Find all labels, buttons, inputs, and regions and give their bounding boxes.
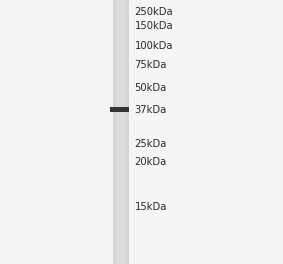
Text: 25kDa: 25kDa (134, 139, 167, 149)
Text: 150kDa: 150kDa (134, 21, 173, 31)
Text: 250kDa: 250kDa (134, 7, 173, 17)
Text: 20kDa: 20kDa (134, 157, 167, 167)
Bar (115, 0, 127, 264)
Text: 37kDa: 37kDa (134, 105, 167, 115)
Text: 50kDa: 50kDa (134, 83, 167, 93)
Bar (110, 107, 129, 112)
Text: 100kDa: 100kDa (134, 41, 173, 51)
Bar (113, 0, 129, 264)
Text: 75kDa: 75kDa (134, 60, 167, 70)
Text: 15kDa: 15kDa (134, 202, 167, 212)
